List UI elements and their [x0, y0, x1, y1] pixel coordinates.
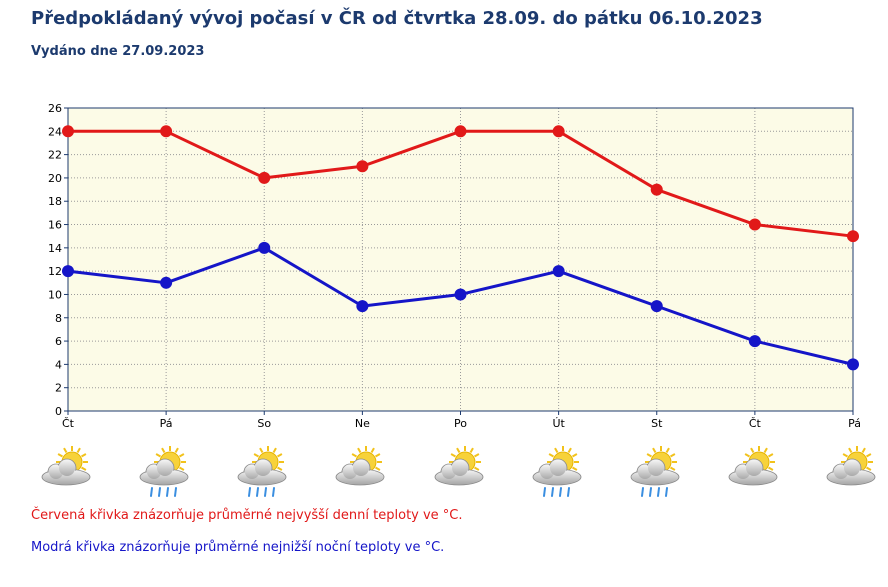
x-tick-label: Po: [454, 417, 467, 430]
data-point-min: [748, 335, 761, 348]
legend-min-temperature: Modrá křivka znázorňuje průměrné nejnižš…: [31, 540, 445, 555]
x-tick-label: Pá: [848, 417, 861, 430]
y-tick-label: 12: [48, 265, 62, 278]
data-point-max: [160, 125, 173, 138]
y-tick-label: 18: [48, 195, 62, 208]
y-tick-label: 10: [48, 288, 62, 301]
y-tick-label: 2: [55, 382, 62, 395]
sun-behind-cloud-rain-icon: [625, 446, 689, 504]
data-point-max: [748, 218, 761, 231]
x-tick-label: Čt: [62, 417, 75, 430]
y-tick-label: 16: [48, 219, 62, 232]
data-point-max: [847, 230, 859, 243]
sun-behind-cloud-rain-icon: [527, 446, 591, 504]
y-tick-label: 0: [55, 405, 62, 418]
y-tick-label: 6: [55, 335, 62, 348]
y-tick-label: 4: [55, 358, 62, 371]
data-point-max: [356, 160, 369, 173]
x-tick-label: St: [651, 417, 663, 430]
x-tick-label: Čt: [749, 417, 762, 430]
legend-max-temperature: Červená křivka znázorňuje průměrné nejvy…: [31, 508, 463, 523]
data-point-min: [258, 241, 271, 254]
issue-date: Vydáno dne 27.09.2023: [31, 44, 205, 59]
data-point-max: [650, 183, 663, 196]
sun-behind-cloud-icon: [429, 446, 493, 504]
data-point-min: [62, 265, 74, 278]
data-point-max: [62, 125, 74, 138]
y-tick-label: 22: [48, 149, 62, 162]
sun-behind-cloud-icon: [330, 446, 394, 504]
data-point-min: [650, 300, 663, 313]
sun-behind-cloud-icon: [723, 446, 787, 504]
data-point-min: [356, 300, 369, 313]
sun-behind-cloud-icon: [36, 446, 100, 504]
x-tick-label: Ne: [355, 417, 370, 430]
y-tick-label: 24: [48, 125, 62, 138]
y-tick-label: 14: [48, 242, 62, 255]
sun-behind-cloud-rain-icon: [134, 446, 198, 504]
sun-behind-cloud-rain-icon: [232, 446, 296, 504]
x-tick-label: Pá: [160, 417, 173, 430]
data-point-min: [160, 276, 173, 289]
y-tick-label: 20: [48, 172, 62, 185]
y-tick-label: 8: [55, 312, 62, 325]
y-tick-label: 26: [48, 102, 62, 115]
data-point-min: [847, 358, 859, 371]
data-point-max: [552, 125, 565, 138]
data-point-min: [552, 265, 565, 278]
weather-icons-row: [0, 446, 888, 506]
data-point-min: [454, 288, 467, 301]
page-title: Předpokládaný vývoj počasí v ČR od čtvrt…: [31, 8, 763, 29]
sun-behind-cloud-icon: [821, 446, 885, 504]
data-point-max: [454, 125, 467, 138]
x-tick-label: Út: [552, 417, 565, 430]
x-tick-label: So: [257, 417, 271, 430]
data-point-max: [258, 171, 271, 184]
